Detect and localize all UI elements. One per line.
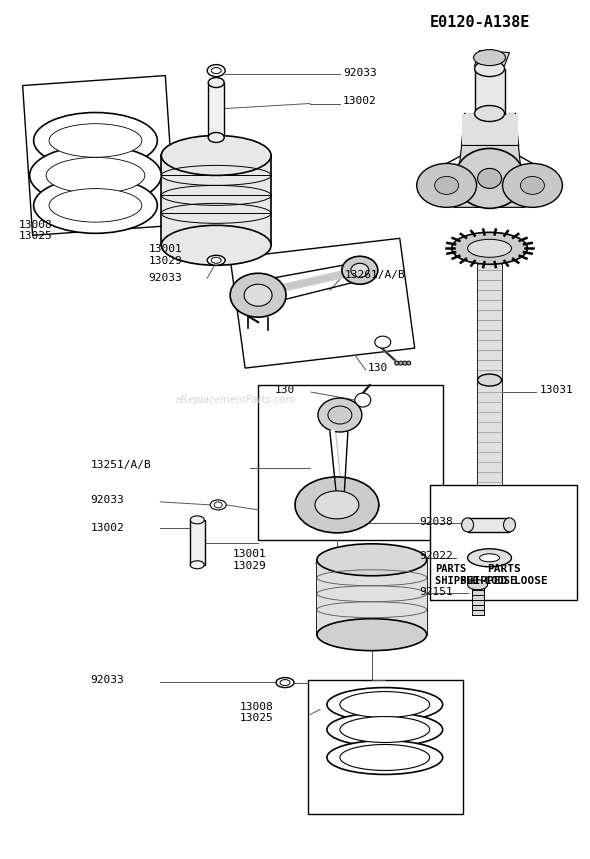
Ellipse shape <box>207 64 225 76</box>
Bar <box>430 485 578 600</box>
Ellipse shape <box>327 740 442 775</box>
Ellipse shape <box>230 273 286 317</box>
Ellipse shape <box>30 145 161 205</box>
Ellipse shape <box>340 716 430 742</box>
Bar <box>308 679 463 814</box>
Ellipse shape <box>317 544 427 576</box>
Text: 13002: 13002 <box>343 95 376 106</box>
Ellipse shape <box>503 163 562 207</box>
Ellipse shape <box>318 398 362 432</box>
Polygon shape <box>161 155 271 246</box>
Text: 13008
13025: 13008 13025 <box>240 702 274 723</box>
Ellipse shape <box>327 713 442 746</box>
Ellipse shape <box>328 406 352 424</box>
Ellipse shape <box>190 516 204 524</box>
Polygon shape <box>317 560 427 635</box>
Ellipse shape <box>399 361 403 365</box>
Ellipse shape <box>461 518 474 532</box>
Text: 92033: 92033 <box>90 674 124 685</box>
Text: E0120-A138E: E0120-A138E <box>430 15 530 30</box>
Ellipse shape <box>468 240 512 258</box>
Text: PARTS
SHIPPED LOOSE: PARTS SHIPPED LOOSE <box>460 564 548 586</box>
Ellipse shape <box>403 361 407 365</box>
Text: 92033: 92033 <box>148 273 182 283</box>
Ellipse shape <box>477 168 502 188</box>
Bar <box>474 69 504 113</box>
Text: PARTS
SHIPPED LOOSE: PARTS SHIPPED LOOSE <box>435 564 516 586</box>
Ellipse shape <box>417 163 477 207</box>
Ellipse shape <box>327 687 442 722</box>
Ellipse shape <box>451 232 527 265</box>
Text: 13008
13025: 13008 13025 <box>19 220 53 241</box>
Bar <box>477 265 502 380</box>
Polygon shape <box>474 51 510 65</box>
Bar <box>468 518 510 532</box>
Text: 13261/A/B: 13261/A/B <box>345 271 406 280</box>
Ellipse shape <box>503 518 516 532</box>
Ellipse shape <box>477 374 502 386</box>
Ellipse shape <box>49 189 142 222</box>
Ellipse shape <box>34 113 158 168</box>
Ellipse shape <box>295 477 379 533</box>
Ellipse shape <box>49 124 142 157</box>
Bar <box>471 585 484 615</box>
Ellipse shape <box>474 61 504 76</box>
Text: 92033: 92033 <box>90 495 124 505</box>
Polygon shape <box>455 145 525 207</box>
Ellipse shape <box>276 678 294 687</box>
Bar <box>461 113 519 145</box>
Text: 130: 130 <box>275 385 296 395</box>
Bar <box>477 380 502 485</box>
Ellipse shape <box>161 136 271 175</box>
Ellipse shape <box>520 176 545 194</box>
Ellipse shape <box>351 263 369 277</box>
Ellipse shape <box>214 502 222 508</box>
Ellipse shape <box>190 561 204 569</box>
Ellipse shape <box>474 50 506 65</box>
Ellipse shape <box>244 284 272 306</box>
Ellipse shape <box>468 580 487 590</box>
Text: 130: 130 <box>368 363 388 373</box>
Ellipse shape <box>340 745 430 771</box>
Text: 92151: 92151 <box>419 587 454 597</box>
Ellipse shape <box>455 149 525 209</box>
Ellipse shape <box>210 500 226 510</box>
Bar <box>190 520 205 564</box>
Ellipse shape <box>211 68 221 74</box>
Ellipse shape <box>208 77 224 88</box>
Polygon shape <box>22 76 175 235</box>
Text: 13251/A/B: 13251/A/B <box>90 460 151 470</box>
Text: 92033: 92033 <box>343 68 376 77</box>
Ellipse shape <box>435 176 458 194</box>
Polygon shape <box>230 238 415 369</box>
Ellipse shape <box>208 132 224 143</box>
Ellipse shape <box>34 178 158 234</box>
Text: 13001
13029: 13001 13029 <box>148 245 182 266</box>
Ellipse shape <box>407 361 411 365</box>
Text: 92022: 92022 <box>419 551 454 561</box>
Ellipse shape <box>317 618 427 650</box>
Text: 13031: 13031 <box>539 385 573 395</box>
Ellipse shape <box>395 361 399 365</box>
Text: 13001
13029: 13001 13029 <box>233 549 267 570</box>
Ellipse shape <box>468 549 512 567</box>
Ellipse shape <box>480 554 500 562</box>
Text: 92038: 92038 <box>419 517 454 527</box>
Ellipse shape <box>474 106 504 121</box>
Ellipse shape <box>342 256 378 284</box>
Ellipse shape <box>211 258 221 263</box>
Ellipse shape <box>280 679 290 685</box>
Text: 13002: 13002 <box>90 523 124 533</box>
Ellipse shape <box>161 225 271 265</box>
Ellipse shape <box>46 157 145 193</box>
Bar <box>208 82 224 137</box>
Text: eReplacementParts.com: eReplacementParts.com <box>175 395 295 405</box>
Bar <box>258 385 442 539</box>
Ellipse shape <box>355 393 371 407</box>
Ellipse shape <box>207 255 225 265</box>
Ellipse shape <box>375 336 391 348</box>
Ellipse shape <box>340 691 430 717</box>
Ellipse shape <box>315 490 359 519</box>
